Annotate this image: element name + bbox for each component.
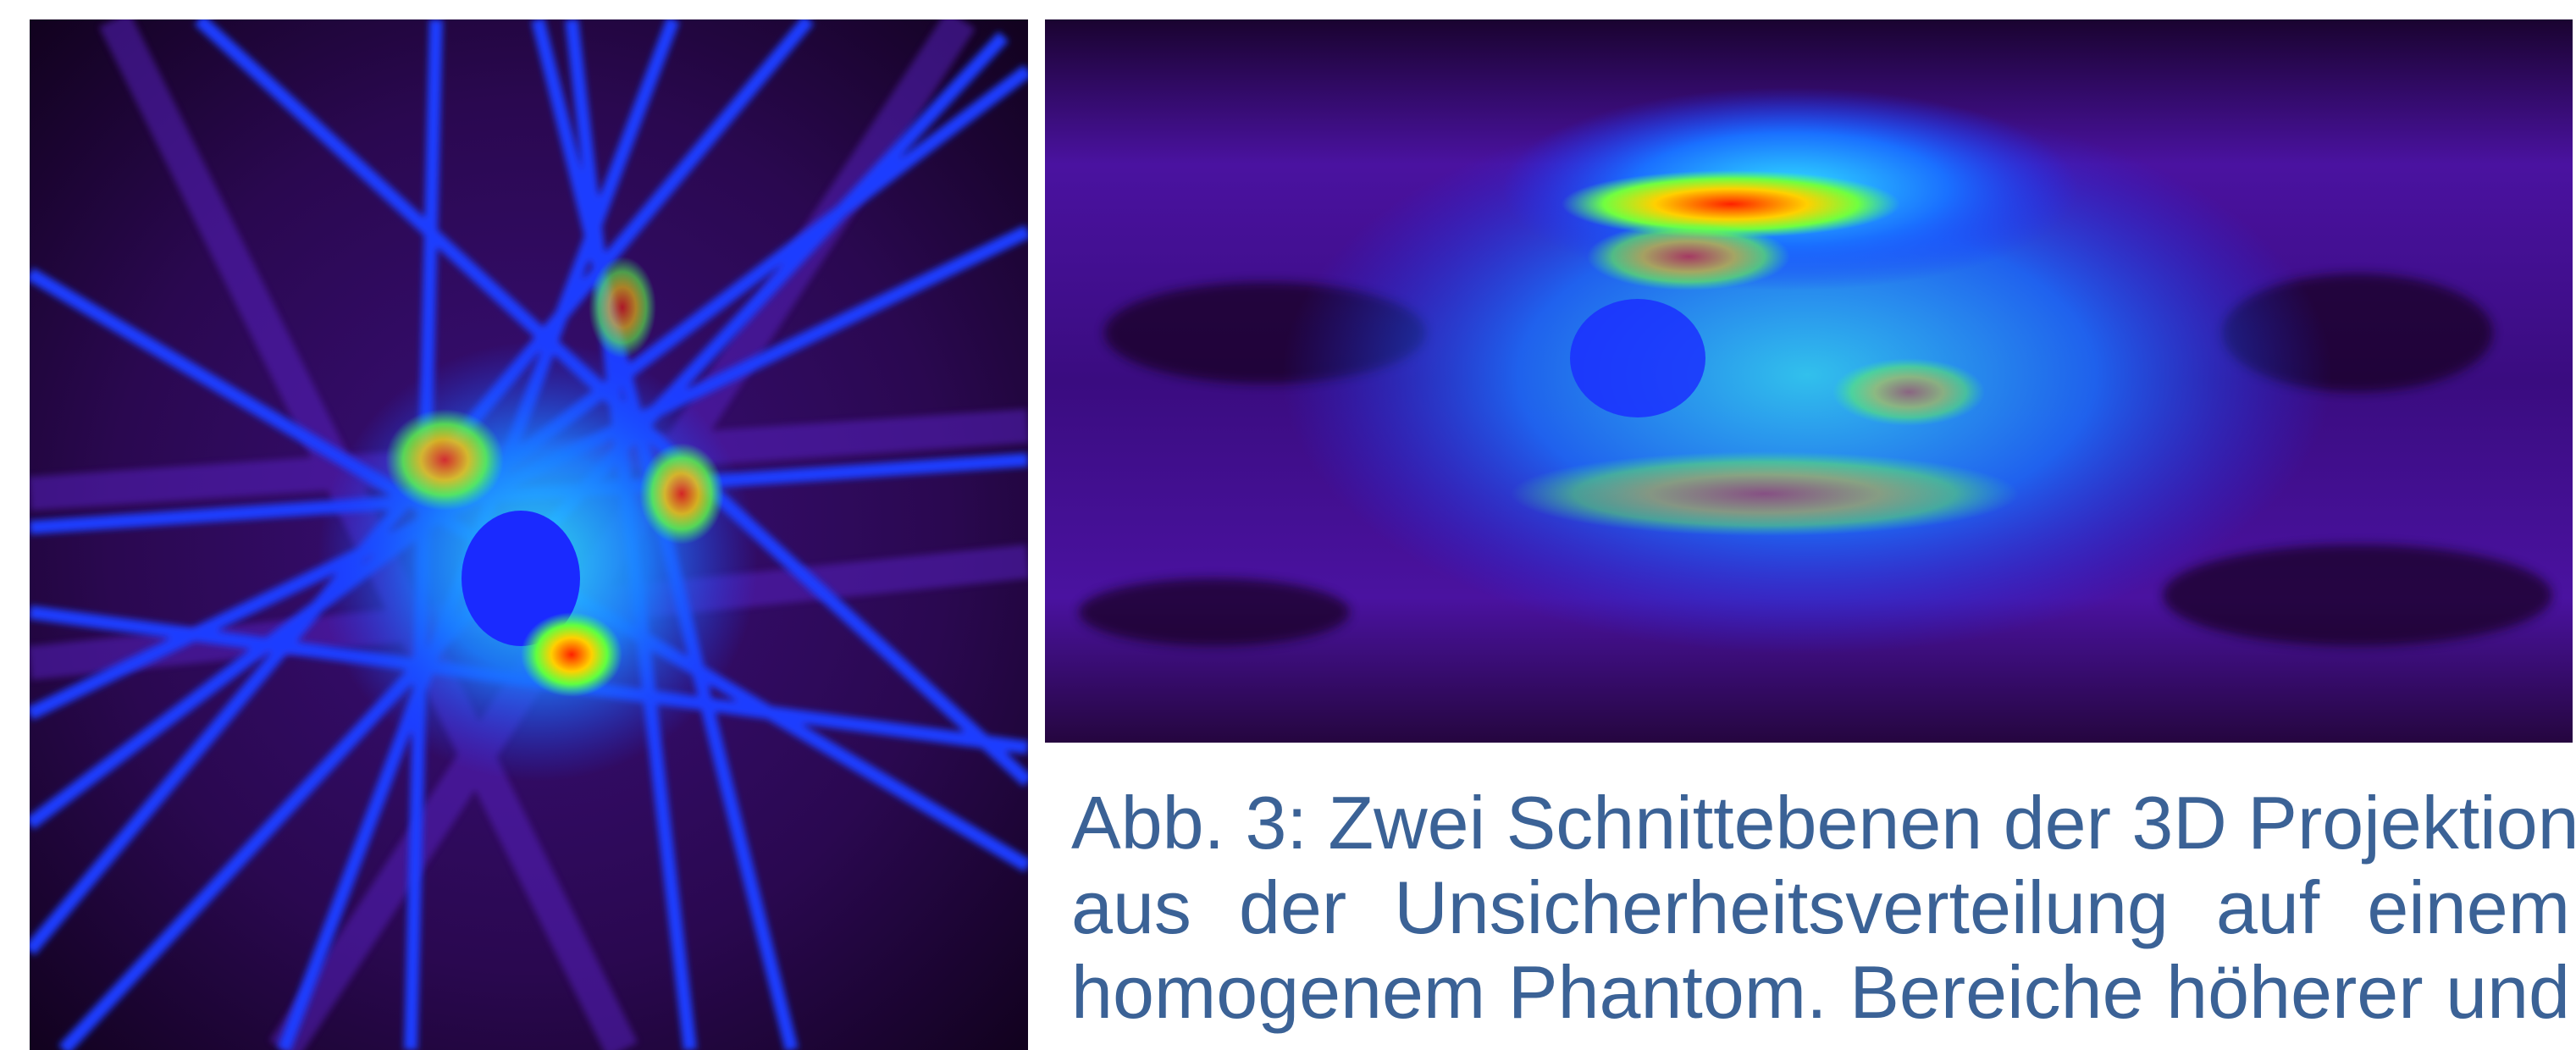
caption-line: homogenem Phantom. Bereiche höherer und <box>1071 950 2570 1035</box>
right-slice-image <box>1045 19 2573 743</box>
caption-line: aus der Unsicherheitsverteilung auf eine… <box>1071 865 2570 950</box>
left-slice-image <box>30 19 1028 1050</box>
page: Abb. 3: Zwei Schnittebenen der 3D Projek… <box>0 0 2576 1050</box>
caption-line: Abb. 3: Zwei Schnittebenen der 3D Projek… <box>1071 781 2570 865</box>
